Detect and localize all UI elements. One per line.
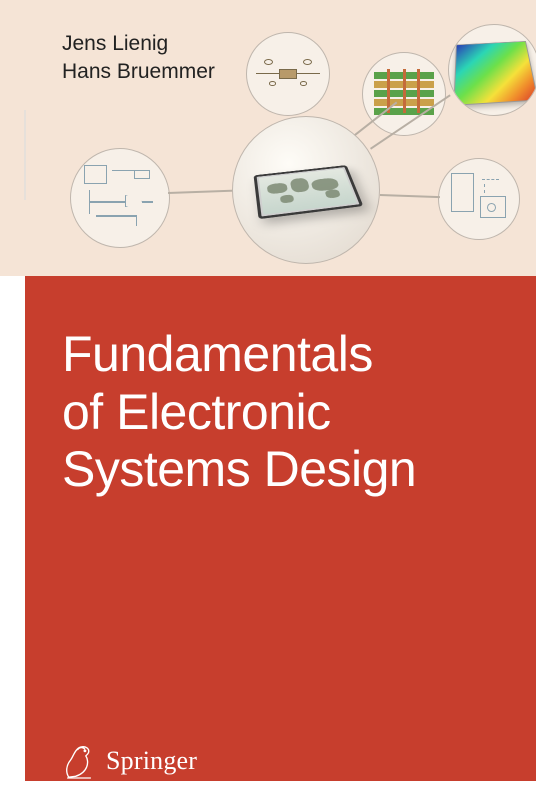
- springer-horse-icon: [62, 741, 96, 781]
- publisher-block: Springer: [62, 741, 197, 781]
- node-circuit-schematic: [70, 148, 170, 248]
- tablet-icon: [254, 165, 364, 219]
- cover-diagram: [0, 24, 536, 276]
- edge-c1: [168, 190, 238, 194]
- edge-c5: [380, 194, 440, 198]
- node-central-tablet: [232, 116, 380, 264]
- book-cover: Jens Lienig Hans Bruemmer: [0, 0, 536, 807]
- node-mechanical-drawing: [438, 158, 520, 240]
- title-line-2: of Electronic: [62, 384, 504, 442]
- thermal-gradient-icon: [454, 41, 536, 106]
- publisher-name: Springer: [106, 746, 197, 776]
- node-pcb-stackup: [362, 52, 446, 136]
- title-line-3: Systems Design: [62, 441, 504, 499]
- node-bond-package: [246, 32, 330, 116]
- title-line-1: Fundamentals: [62, 326, 504, 384]
- node-thermal-map: [448, 24, 536, 116]
- book-title: Fundamentals of Electronic Systems Desig…: [62, 326, 504, 499]
